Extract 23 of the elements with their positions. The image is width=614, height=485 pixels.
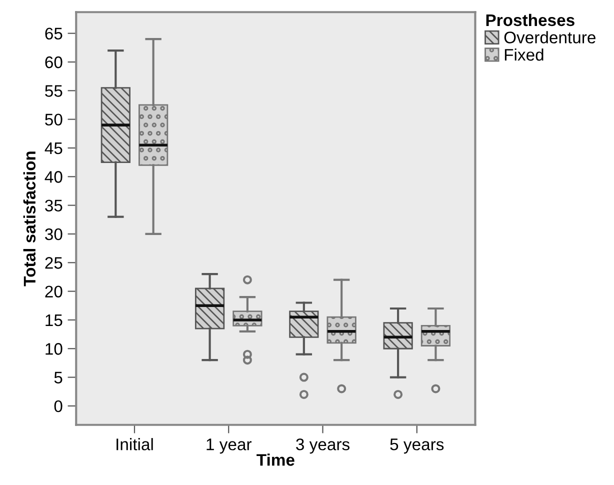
x-tick-label: 1 year xyxy=(206,438,252,454)
legend-title: Prostheses xyxy=(486,14,574,26)
y-tick-label: 35 xyxy=(45,200,62,212)
x-tick-label: Initial xyxy=(116,438,153,450)
y-tick-label: 0 xyxy=(54,400,62,412)
y-tick-label: 20 xyxy=(45,286,62,298)
y-tick-label: 10 xyxy=(46,343,62,355)
legend-label: Fixed xyxy=(504,48,544,61)
legend-label: Overdenture xyxy=(504,31,596,44)
x-axis-title: Time xyxy=(256,454,294,466)
y-tick-label: 30 xyxy=(45,228,62,240)
x-tick-label: 5 years xyxy=(390,438,444,454)
y-axis-title: Total satisfaction xyxy=(23,152,36,286)
y-tick-label: 5 xyxy=(54,372,62,384)
y-tick-label: 15 xyxy=(46,314,62,326)
y-tick-label: 65 xyxy=(45,28,62,40)
y-tick-label: 45 xyxy=(44,142,62,154)
y-tick-label: 50 xyxy=(45,114,62,126)
y-tick-label: 60 xyxy=(45,56,62,68)
y-tick-label: 40 xyxy=(44,171,62,183)
y-tick-label: 25 xyxy=(45,257,62,269)
x-tick-label: 3 years xyxy=(296,438,350,454)
y-tick-label: 55 xyxy=(45,85,62,97)
